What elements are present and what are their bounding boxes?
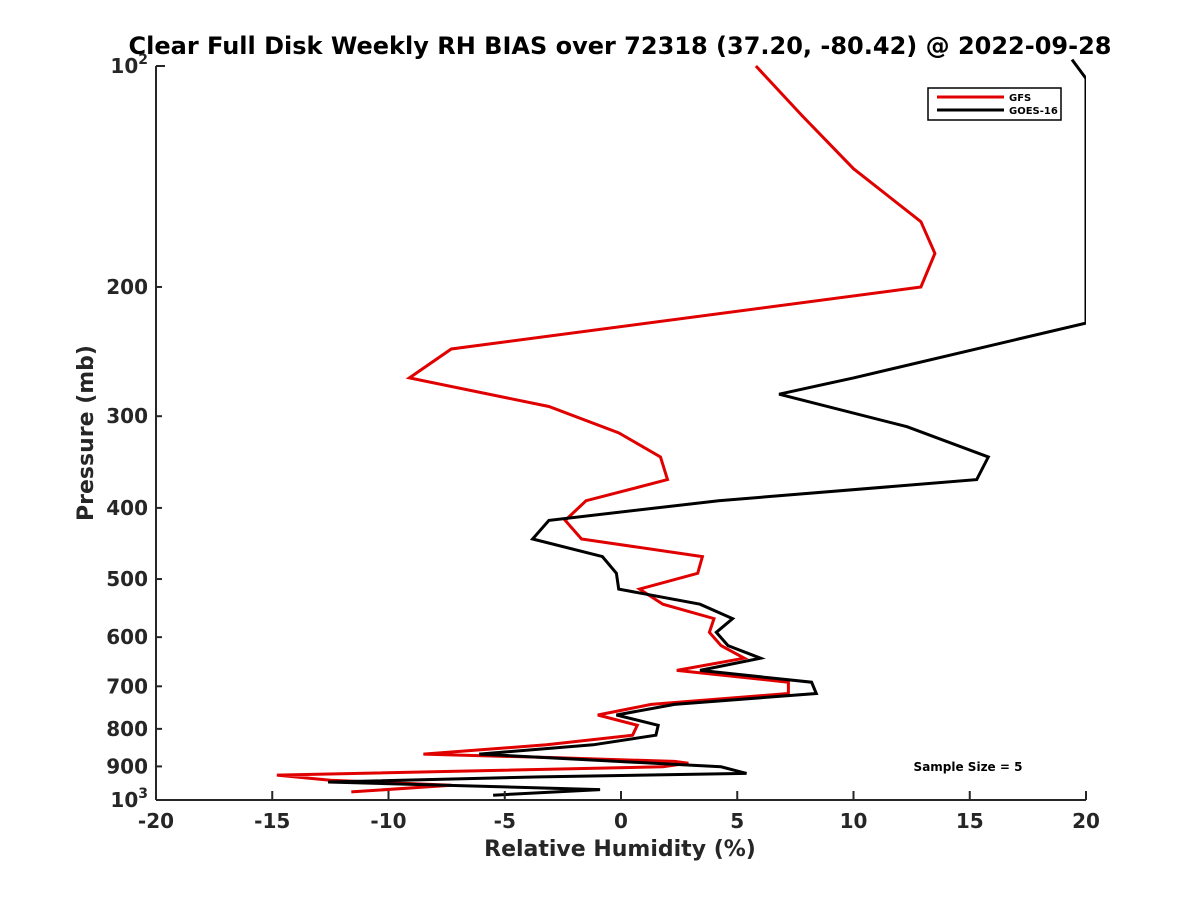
legend-box <box>927 87 1062 121</box>
x-tick-label: 20 <box>1072 809 1100 833</box>
y-axis-label: Pressure (mb) <box>74 345 99 521</box>
y-tick-label: 400 <box>106 496 148 520</box>
legend-label: GFS <box>1009 93 1031 104</box>
x-tick-label: 10 <box>840 809 868 833</box>
x-tick-label: -10 <box>370 809 406 833</box>
y-tick-label: 600 <box>106 625 148 649</box>
y-tick-label: 103 <box>110 786 148 812</box>
series-line-goes-16 <box>328 58 1086 797</box>
axes-layer: -20 -15 -10 -5 0 5 10 15 20 102 200 300 400 500 600 700… <box>106 52 1100 833</box>
y-tick-label: 800 <box>106 717 148 741</box>
y-tick-label: 700 <box>106 674 148 698</box>
x-tick-label: -5 <box>494 809 516 833</box>
x-tick-label: 5 <box>730 809 744 833</box>
y-tick-label: 500 <box>106 567 148 591</box>
chart-title: Clear Full Disk Weekly RH BIAS over 7231… <box>129 32 1112 60</box>
y-tick-label: 200 <box>106 275 148 299</box>
y-tick-label: 102 <box>110 52 148 78</box>
x-tick-label: 0 <box>614 809 628 833</box>
legend: GFS GOES-16 <box>927 87 1062 121</box>
x-tick-label: -15 <box>254 809 290 833</box>
series-line-gfs <box>276 64 937 794</box>
x-tick-label: -20 <box>138 809 174 833</box>
y-tick-label: 900 <box>106 754 148 778</box>
x-tick-label: 15 <box>956 809 984 833</box>
series-layer <box>276 58 1086 797</box>
x-axis-label: Relative Humidity (%) <box>484 837 756 862</box>
sample-size-annotation: Sample Size = 5 <box>914 760 1023 774</box>
y-tick-label: 300 <box>106 404 148 428</box>
legend-label: GOES-16 <box>1009 106 1058 117</box>
